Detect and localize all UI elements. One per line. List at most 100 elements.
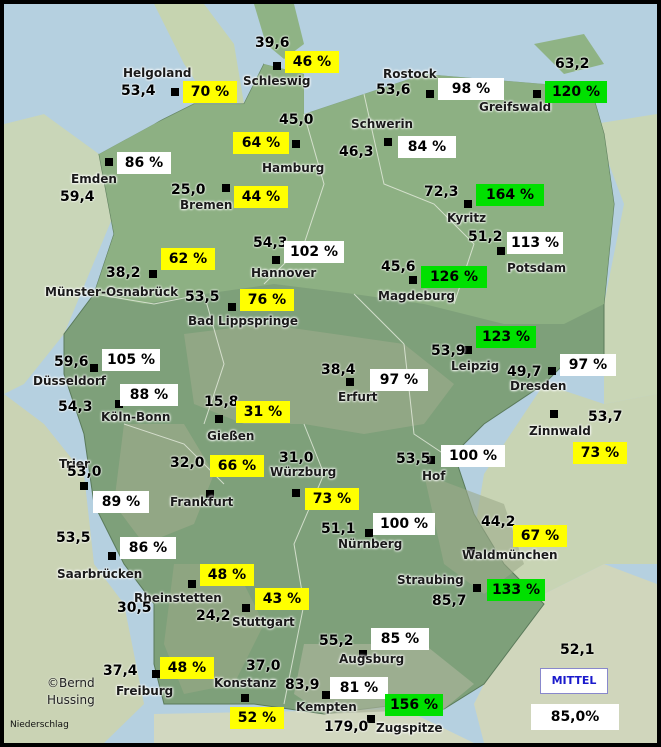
station-marker-bremen [222,184,230,192]
station-percent-erfurt: 97 % [370,369,428,391]
station-percent-nuernberg: 100 % [373,513,435,535]
station-value-frankfurt: 32,0 [170,455,205,471]
station-marker-konstanz [241,694,249,702]
station-value-zinnwald: 53,7 [588,409,623,425]
station-value-nuernberg: 51,1 [321,521,356,537]
station-marker-freiburg [152,670,160,678]
station-name-emden: Emden [71,172,117,186]
station-name-hamburg: Hamburg [262,161,325,175]
copyright-credit: ©Bernd Hussing [47,675,95,709]
station-name-kempten: Kempten [296,700,357,714]
station-percent-stuttgart: 43 % [255,588,309,610]
station-percent-hannover: 102 % [284,241,344,263]
station-percent-zugspitze: 156 % [385,694,443,716]
station-marker-frankfurt [206,490,214,498]
station-value-kempten: 83,9 [285,677,320,693]
station-name-hof: Hof [422,469,446,483]
station-value-schleswig: 39,6 [255,35,290,51]
station-name-duesseldorf: Düsseldorf [33,374,107,388]
station-marker-schleswig [273,62,281,70]
station-name-freiburg: Freiburg [116,684,174,698]
average-legend: MITTEL [540,668,608,694]
station-percent-kyritz: 164 % [476,184,544,206]
station-name-augsburg: Augsburg [339,652,405,666]
station-value-greifswald: 63,2 [555,56,590,72]
average-percent: 85,0% [531,704,619,730]
station-name-waldmuenchen: Waldmünchen [462,548,558,562]
station-marker-dresden [548,367,556,375]
station-marker-giessen [215,415,223,423]
station-name-dresden: Dresden [510,379,567,393]
station-marker-zugspitze [367,715,375,723]
station-marker-kyritz [464,200,472,208]
station-marker-kempten [322,691,330,699]
station-name-straubing: Straubing [397,573,464,587]
station-percent-helgoland: 70 % [183,81,237,103]
station-value-freiburg: 37,4 [103,663,138,679]
station-percent-magdeburg: 126 % [421,266,487,288]
station-percent-potsdam: 113 % [507,232,563,254]
station-value-koeln: 54,3 [58,399,93,415]
station-percent-leipzig: 123 % [476,326,536,348]
station-name-stuttgart: Stuttgart [232,615,295,629]
station-percent-waldmuenchen: 67 % [513,525,567,547]
station-marker-emden [105,158,113,166]
station-name-badlipp: Bad Lippspringe [188,314,298,328]
station-name-leipzig: Leipzig [451,359,500,373]
station-value-giessen: 15,8 [204,394,239,410]
station-name-potsdam: Potsdam [507,261,567,275]
station-name-magdeburg: Magdeburg [378,289,455,303]
station-percent-bremen: 44 % [234,186,288,208]
station-marker-waldmuenchen [467,547,475,555]
station-value-dresden: 49,7 [507,364,542,380]
station-value-bremen: 25,0 [171,182,206,198]
station-value-hannover: 54,3 [253,235,288,251]
station-name-erfurt: Erfurt [338,390,378,404]
average-value: 52,1 [560,642,595,658]
station-marker-schwerin [384,138,392,146]
station-value-hof: 53,5 [396,451,431,467]
station-percent-giessen: 31 % [236,401,290,423]
station-name-bremen: Bremen [180,198,233,212]
station-name-saarbruecken: Saarbrücken [57,567,143,581]
station-value-duesseldorf: 59,6 [54,354,89,370]
station-value-stuttgart: 24,2 [196,608,231,624]
station-value-rostock: 53,6 [376,82,411,98]
station-value-hamburg: 45,0 [279,112,314,128]
station-marker-nuernberg [365,529,373,537]
station-marker-helgoland [171,88,179,96]
station-percent-kempten: 81 % [330,677,388,699]
station-value-schwerin: 46,3 [339,144,374,160]
station-name-koeln: Köln-Bonn [101,410,171,424]
station-percent-greifswald: 120 % [545,81,607,103]
station-marker-leipzig [464,346,472,354]
station-marker-augsburg [359,650,367,658]
copyright-line: Hussing [47,693,95,707]
station-value-leipzig: 53,9 [431,343,466,359]
station-marker-trier [80,482,88,490]
station-percent-schwerin: 84 % [398,136,456,158]
station-name-helgoland: Helgoland [123,66,192,80]
station-value-saarbruecken: 53,5 [56,530,91,546]
station-percent-freiburg: 48 % [160,657,214,679]
precipitation-map: Helgoland 53,4 70 % Schleswig 39,6 46 % Rostoc… [4,4,657,743]
station-name-zugspitze: Zugspitze [376,721,443,735]
station-name-nuernberg: Nürnberg [338,537,403,551]
station-percent-konstanz: 52 % [230,707,284,729]
station-percent-hamburg: 64 % [233,132,289,154]
station-marker-magdeburg [409,276,417,284]
station-percent-dresden: 97 % [560,354,616,376]
station-percent-muenster: 62 % [161,248,215,270]
station-percent-augsburg: 85 % [371,628,429,650]
station-name-trier: Trier [59,457,90,471]
station-marker-stuttgart [242,604,250,612]
station-marker-hannover [272,256,280,264]
station-value-straubing: 85,7 [432,593,467,609]
station-marker-saarbruecken [108,552,116,560]
station-percent-hof: 100 % [441,445,505,467]
station-value-kyritz: 72,3 [424,184,459,200]
station-percent-zinnwald: 73 % [573,442,627,464]
station-name-konstanz: Konstanz [214,676,277,690]
station-percent-badlipp: 76 % [240,289,294,311]
station-value-rheinstetten: 30,5 [117,600,152,616]
